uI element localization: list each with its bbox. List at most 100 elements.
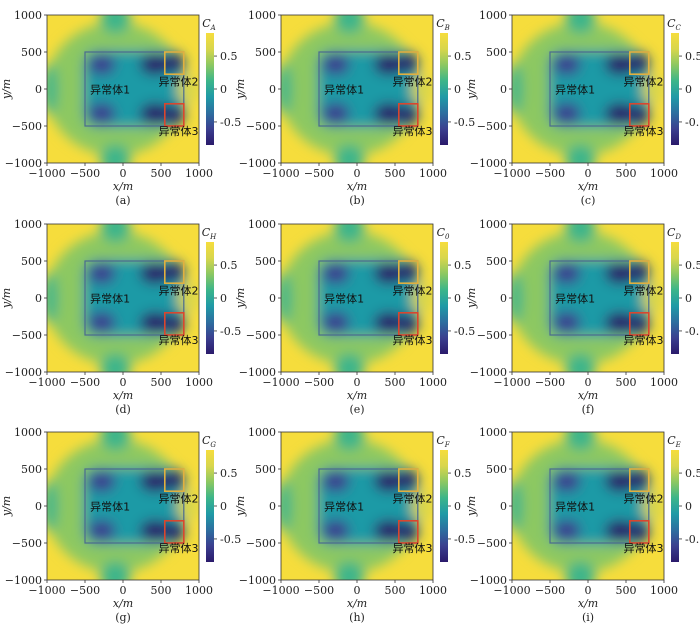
colorbar-ramp bbox=[440, 450, 448, 562]
x-tick-label: 500 bbox=[385, 584, 406, 597]
y-tick-label: −500 bbox=[477, 329, 507, 342]
colorbar-tick-label: -0.5 bbox=[685, 533, 700, 546]
x-tick-label: 0 bbox=[120, 167, 127, 180]
colorbar-ramp bbox=[206, 450, 214, 562]
anomaly-2-outline bbox=[629, 51, 650, 76]
colorbar-title: CC bbox=[667, 17, 681, 32]
field-top-lobe bbox=[565, 432, 596, 451]
y-tick-label: 0 bbox=[500, 83, 507, 96]
anomaly-1-outline bbox=[549, 51, 650, 127]
anomaly-1-outline bbox=[84, 51, 185, 127]
colorbar-ramp bbox=[671, 450, 679, 562]
x-axis-title: x/m bbox=[347, 597, 367, 610]
x-tick-label: −1000 bbox=[262, 167, 299, 180]
colorbar-title: CG bbox=[202, 434, 216, 449]
colorbar-symbol: C bbox=[667, 17, 676, 30]
field-low-se bbox=[139, 103, 171, 124]
field-low-anomaly3 bbox=[630, 104, 649, 126]
field-low-sw bbox=[553, 103, 581, 124]
anomaly-2-label: 异常体2 bbox=[158, 492, 198, 506]
x-tick-label: 1000 bbox=[650, 376, 678, 389]
colorbar-title: CE bbox=[667, 434, 681, 449]
field-low-anomaly3 bbox=[165, 104, 184, 126]
x-tick-label: 0 bbox=[585, 584, 592, 597]
x-tick-label: −1000 bbox=[493, 167, 530, 180]
y-axis-title: y/m bbox=[0, 79, 13, 100]
colorbar-tick-label: -0.5 bbox=[454, 325, 475, 338]
x-tick-label: 1000 bbox=[650, 167, 678, 180]
field-top-lobe bbox=[100, 432, 131, 451]
field-bottom-lobe bbox=[334, 353, 365, 372]
heatmap-field bbox=[512, 15, 664, 163]
colorbar-subscript: 0 bbox=[445, 233, 450, 241]
y-tick-label: −1000 bbox=[5, 157, 42, 170]
anomaly-2-outline bbox=[629, 260, 650, 285]
anomaly-3-label: 异常体3 bbox=[623, 333, 663, 347]
y-tick-label: 500 bbox=[486, 463, 507, 476]
field-bottom-lobe bbox=[334, 561, 365, 580]
y-axis-title: y/m bbox=[234, 496, 247, 517]
anomaly-3-label: 异常体3 bbox=[392, 124, 432, 138]
colorbar-symbol: C bbox=[202, 17, 211, 30]
y-tick-label: 0 bbox=[35, 83, 42, 96]
anomaly-1-label: 异常体1 bbox=[90, 82, 130, 96]
y-axis-title: y/m bbox=[234, 79, 247, 100]
colorbar-subscript: H bbox=[209, 233, 217, 241]
y-axis-title: y/m bbox=[465, 79, 478, 100]
anomaly-3-outline bbox=[398, 312, 419, 336]
field-low-se bbox=[604, 312, 636, 333]
colorbar-subscript: C bbox=[676, 24, 682, 32]
anomaly-1-label: 异常体1 bbox=[324, 82, 364, 96]
anomaly-2-outline bbox=[629, 468, 650, 493]
x-tick-label: −500 bbox=[70, 376, 100, 389]
field-layers bbox=[281, 224, 433, 372]
y-tick-label: 500 bbox=[255, 46, 276, 59]
panel-g: 异常体1 异常体2 异常体3 −1000 −500 0 500 1000 1000 500 0 −50… bbox=[0, 426, 241, 624]
field-right-wedge bbox=[177, 491, 199, 521]
y-tick-label: −500 bbox=[12, 120, 42, 133]
field-top-lobe bbox=[334, 432, 365, 451]
x-tick-label: −1000 bbox=[493, 376, 530, 389]
field-right-wedge bbox=[642, 283, 664, 313]
field-low-sw bbox=[322, 103, 350, 124]
colorbar-tick-label: -0.5 bbox=[685, 116, 700, 129]
colorbar: 0.5 0 -0.5 CG bbox=[202, 434, 241, 562]
y-tick-label: 0 bbox=[269, 292, 276, 305]
colorbar-tick-label: -0.5 bbox=[685, 325, 700, 338]
heatmap-field bbox=[281, 224, 433, 372]
x-axis-title: x/m bbox=[578, 180, 598, 193]
panel-h: 异常体1 异常体2 异常体3 −1000 −500 0 500 1000 1000 500 0 −50… bbox=[234, 426, 475, 624]
anomaly-3-outline bbox=[164, 520, 185, 544]
colorbar-title: CH bbox=[202, 226, 217, 241]
y-tick-label: 1000 bbox=[14, 426, 42, 439]
colorbar-title: CB bbox=[436, 17, 450, 32]
anomaly-2-outline bbox=[398, 260, 419, 285]
y-tick-label: −1000 bbox=[470, 366, 507, 379]
field-left-lobe bbox=[281, 272, 292, 324]
panel-f: 异常体1 异常体2 异常体3 −1000 −500 0 500 1000 1000 500 0 −50… bbox=[465, 218, 700, 416]
y-tick-label: 0 bbox=[35, 292, 42, 305]
colorbar-tick-label: 0.5 bbox=[220, 467, 238, 480]
field-right-wedge bbox=[177, 283, 199, 313]
field-low-ne bbox=[604, 471, 636, 492]
anomaly-1-outline bbox=[318, 260, 419, 336]
colorbar-subscript: D bbox=[674, 233, 681, 241]
field-low-ne bbox=[604, 263, 636, 284]
field-top-lobe bbox=[565, 15, 596, 34]
anomaly-3-label: 异常体3 bbox=[392, 333, 432, 347]
colorbar: 0.5 0 -0.5 CC bbox=[667, 17, 700, 145]
y-tick-label: −500 bbox=[477, 120, 507, 133]
colorbar-ramp bbox=[440, 33, 448, 145]
field-low-nw bbox=[88, 471, 116, 492]
colorbar-tick-label: 0.5 bbox=[685, 50, 700, 63]
anomaly-3-label: 异常体3 bbox=[158, 333, 198, 347]
field-low-anomaly3 bbox=[630, 313, 649, 335]
field-low-anomaly3 bbox=[399, 104, 418, 126]
x-tick-label: 500 bbox=[616, 167, 637, 180]
field-bottom-lobe bbox=[334, 144, 365, 163]
anomaly-1-label: 异常体1 bbox=[90, 291, 130, 305]
y-tick-label: 1000 bbox=[248, 9, 276, 22]
y-tick-label: −1000 bbox=[5, 574, 42, 587]
field-bottom-lobe bbox=[100, 561, 131, 580]
field-low-nw bbox=[553, 54, 581, 75]
